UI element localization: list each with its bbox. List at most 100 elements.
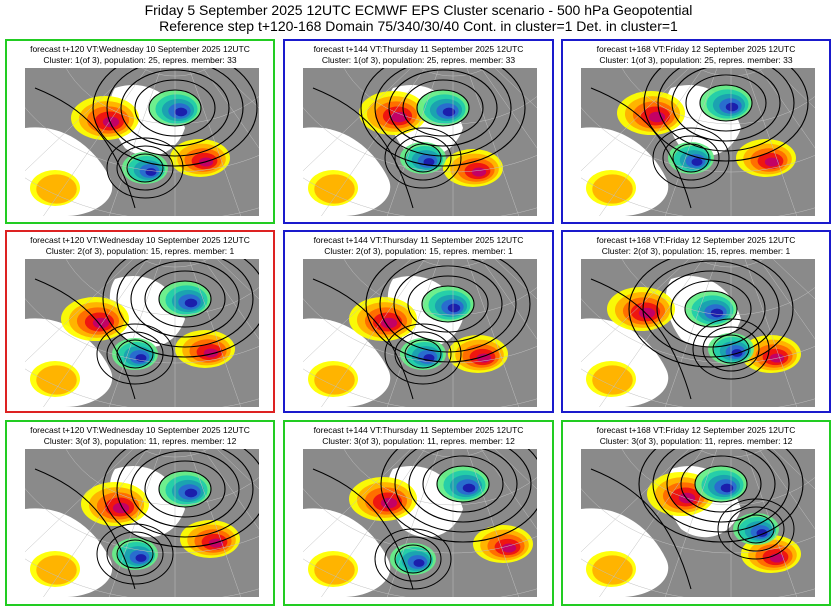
graticule-meridian-6 — [480, 259, 537, 340]
positive-anomaly-sw-level-2 — [314, 174, 355, 204]
positive-anomaly-sw-level-2 — [36, 555, 77, 585]
geopotential-contour-1 — [694, 465, 748, 503]
positive-anomaly-sw-level-2 — [592, 174, 633, 204]
graticule-meridian-2 — [43, 259, 148, 407]
geopotential-map — [581, 259, 815, 407]
positive-anomaly-sw-level-2 — [314, 555, 355, 585]
geopotential-contour-1 — [416, 89, 470, 127]
graticule-meridian-2 — [321, 68, 426, 216]
geopotential-contour-2 — [134, 79, 216, 137]
panel-cluster1-t168[interactable]: forecast t+168 VT:Friday 12 September 20… — [561, 39, 831, 224]
positive-anomaly-1-level-5 — [678, 492, 696, 504]
negative-anomaly-1-level-5 — [174, 107, 188, 117]
negative-anomaly-2-level-5 — [691, 158, 703, 166]
panel-cluster2-t144[interactable]: forecast t+144 VT:Thursday 11 September … — [283, 230, 554, 413]
geopotential-contour-2 — [685, 74, 767, 132]
secondary-contour-3 — [96, 523, 174, 585]
panel-caption-cluster: Cluster: 2(of 3), population: 15, repres… — [324, 246, 513, 256]
secondary-contour-3 — [652, 127, 730, 189]
panel-cluster1-t120[interactable]: forecast t+120 VT:Wednesday 10 September… — [5, 39, 275, 224]
graticule-meridian-5 — [188, 259, 242, 407]
geopotential-contour-3 — [656, 270, 766, 348]
graticule-meridian-2 — [599, 449, 704, 597]
geopotential-contour-4 — [106, 68, 244, 157]
positive-anomaly-1-level-5 — [648, 111, 666, 123]
graticule-meridian-5 — [744, 449, 798, 597]
secondary-contour-2 — [106, 531, 164, 577]
map-canvas — [303, 68, 537, 216]
trough-contour — [590, 87, 692, 209]
graticule-meridian-1 — [581, 68, 690, 172]
graticule-meridian-5 — [466, 449, 520, 597]
panel-cluster3-t120[interactable]: forecast t+120 VT:Wednesday 10 September… — [5, 420, 275, 606]
graticule-meridian-3 — [108, 68, 162, 216]
geopotential-contour-4 — [374, 68, 512, 157]
geopotential-contour-3 — [120, 69, 230, 147]
geopotential-contour-5 — [360, 68, 526, 167]
positive-anomaly-1-level-5 — [380, 497, 398, 509]
panel-cluster1-t144[interactable]: forecast t+144 VT:Thursday 11 September … — [283, 39, 554, 224]
negative-anomaly-2-level-5 — [145, 168, 157, 176]
positive-anomaly-1-level-5 — [112, 502, 130, 514]
panel-caption-forecast: forecast t+168 VT:Friday 12 September 20… — [596, 425, 796, 435]
geopotential-contour-2 — [144, 270, 226, 328]
geopotential-contour-3 — [666, 449, 776, 523]
map-canvas — [303, 449, 537, 597]
graticule-meridian-1 — [581, 259, 690, 363]
panel-caption-forecast: forecast t+120 VT:Wednesday 10 September… — [30, 44, 250, 54]
graticule-meridian-3 — [664, 449, 718, 597]
graticule-meridian-2 — [599, 259, 704, 407]
graticule-meridian-5 — [466, 259, 520, 407]
positive-anomaly-sw-level-2 — [314, 365, 355, 395]
panel-caption-cluster: Cluster: 3(of 3), population: 11, repres… — [599, 436, 793, 446]
graticule-meridian-6 — [480, 68, 537, 149]
panel-cluster3-t168[interactable]: forecast t+168 VT:Friday 12 September 20… — [561, 420, 831, 606]
panel-cluster2-t168[interactable]: forecast t+168 VT:Friday 12 September 20… — [561, 230, 831, 413]
map-canvas — [25, 449, 259, 597]
graticule-meridian-6 — [480, 449, 537, 530]
negative-anomaly-1-level-5 — [184, 298, 198, 308]
panel-caption-cluster: Cluster: 1(of 3), population: 25, repres… — [599, 55, 793, 65]
positive-anomaly-1-level-5 — [102, 116, 120, 128]
panel-caption-cluster: Cluster: 3(of 3), population: 11, repres… — [322, 436, 515, 446]
graticule-meridian-1 — [303, 259, 412, 363]
panel-caption-cluster: Cluster: 3(of 3), population: 11, repres… — [43, 436, 237, 446]
geopotential-contour-2 — [402, 79, 484, 137]
graticule-meridian-1 — [303, 449, 412, 553]
graticule-meridian-6 — [202, 259, 259, 340]
geopotential-contour-4 — [116, 449, 254, 538]
secondary-contour-3 — [106, 137, 184, 199]
geopotential-contour-2 — [670, 280, 752, 338]
negative-anomaly-1-level-5 — [184, 488, 198, 498]
panel-cluster2-t120[interactable]: forecast t+120 VT:Wednesday 10 September… — [5, 230, 275, 413]
geopotential-contour-3 — [130, 260, 240, 338]
secondary-contour-1 — [404, 339, 442, 369]
geopotential-contour-1 — [684, 290, 738, 328]
trough-contour — [34, 87, 136, 209]
geopotential-contour-1 — [158, 280, 212, 318]
positive-anomaly-sw-level-2 — [592, 365, 633, 395]
secondary-contour-2 — [106, 331, 164, 377]
graticule-meridian-1 — [25, 449, 134, 553]
geopotential-contour-3 — [671, 68, 781, 142]
graticule-meridian-6 — [758, 259, 815, 340]
negative-anomaly-1-level-5 — [462, 483, 476, 493]
negative-anomaly-2-level-5 — [413, 559, 425, 567]
geopotential-contour-1 — [421, 285, 475, 323]
geopotential-contour-3 — [408, 449, 518, 523]
negative-anomaly-2-level-5 — [135, 554, 147, 562]
secondary-contour-1 — [672, 143, 710, 173]
secondary-contour-1 — [116, 539, 154, 569]
graticule-meridian-2 — [43, 68, 148, 216]
panel-cluster3-t144[interactable]: forecast t+144 VT:Thursday 11 September … — [283, 420, 554, 606]
title-line-2: Reference step t+120-168 Domain 75/340/3… — [159, 18, 678, 34]
graticule-meridian-6 — [758, 68, 815, 149]
positive-anomaly-2-level-5 — [471, 167, 487, 177]
graticule-meridian-3 — [108, 449, 162, 597]
geopotential-contour-1 — [158, 470, 212, 508]
geopotential-contour-5 — [365, 259, 531, 363]
positive-anomaly-sw-level-2 — [36, 174, 77, 204]
geopotential-contour-1 — [436, 465, 490, 503]
positive-anomaly-sw-level-2 — [592, 555, 633, 585]
